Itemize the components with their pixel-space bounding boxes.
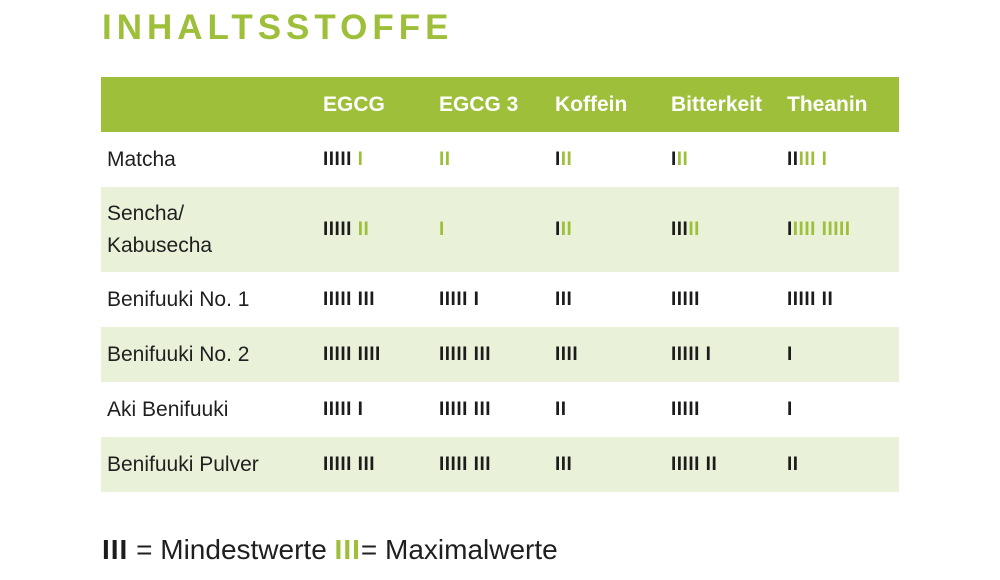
- tally-cell: III: [553, 289, 669, 311]
- tally-cell: IIIII: [669, 289, 785, 311]
- header-theanin: Theanin: [787, 92, 868, 116]
- tally-max-marks: III I: [798, 148, 828, 170]
- tally-min-marks: IIIII I: [439, 288, 480, 310]
- row-label: Aki Benifuuki: [107, 397, 229, 421]
- tally-cell: III: [553, 149, 669, 171]
- tally-cell: III: [669, 149, 785, 171]
- tally-min-marks: IIIII: [671, 288, 700, 310]
- tally-min-marks: IIIII III: [439, 343, 492, 365]
- tally-min-marks: II: [787, 148, 799, 170]
- tally-min-marks: IIIII II: [787, 288, 834, 310]
- tally-min-marks: II: [787, 453, 799, 475]
- tally-cell: IIIII I: [321, 149, 437, 171]
- legend-min-label: = Mindestwerte: [128, 534, 335, 565]
- legend-min-bars: III: [102, 534, 129, 565]
- tally-cell: IIIII I: [321, 399, 437, 421]
- tally-min-marks: IIIII II: [671, 453, 718, 475]
- tally-min-marks: I: [555, 148, 561, 170]
- tally-min-marks: I: [671, 148, 677, 170]
- legend-max-label: = Maximalwerte: [360, 534, 558, 565]
- legend-max-bars: III: [334, 534, 361, 565]
- tally-min-marks: IIIII III: [323, 453, 376, 475]
- tally-cell: III: [553, 219, 669, 241]
- tally-cell: IIIII IIIII: [785, 219, 895, 241]
- tally-min-marks: IIIII III: [439, 398, 492, 420]
- tally-cell: IIIII IIII: [321, 344, 437, 366]
- tally-cell: IIIII: [669, 399, 785, 421]
- table-row: Benifuuki No. 2 IIIII IIII IIIII III IIII II…: [101, 327, 899, 382]
- tally-cell: IIIII I: [785, 149, 895, 171]
- page-title: INHALTSSTOFFE: [102, 8, 454, 47]
- header-koffein: Koffein: [555, 92, 628, 116]
- tally-min-marks: III: [671, 218, 689, 240]
- tally-min-marks: I: [787, 398, 793, 420]
- tally-min-marks: IIIII IIII: [323, 343, 381, 365]
- row-label: Benifuuki No. 2: [107, 342, 250, 366]
- tally-min-marks: IIIII I: [671, 343, 712, 365]
- row-label: Matcha: [107, 147, 176, 171]
- tally-max-marks: IIII IIIII: [792, 218, 851, 240]
- table-row: Benifuuki No. 1 IIIII III IIIII I III IIIII I…: [101, 272, 899, 327]
- legend: III = Mindestwerte III= Maximalwerte: [102, 534, 558, 566]
- tally-max-marks: II: [560, 148, 573, 170]
- tally-min-marks: III: [555, 288, 573, 310]
- tally-min-marks: I: [787, 343, 793, 365]
- tally-cell: IIIII I: [437, 289, 553, 311]
- tally-cell: IIIII III: [437, 399, 553, 421]
- row-label: Sencha/ Kabusecha: [107, 201, 213, 257]
- tally-cell: IIIII II: [785, 289, 895, 311]
- header-egcg3: EGCG 3: [439, 92, 519, 116]
- header-bitterkeit: Bitterkeit: [671, 92, 763, 116]
- tally-min-marks: I: [787, 218, 793, 240]
- tally-max-marks: II: [676, 148, 689, 170]
- tally-cell: IIIII III: [321, 454, 437, 476]
- tally-min-marks: IIIII: [323, 148, 352, 170]
- tally-max-marks: I: [439, 218, 445, 240]
- tally-cell: IIIII III: [437, 454, 553, 476]
- tally-min-marks: II: [555, 398, 567, 420]
- tally-cell: IIIII II: [669, 454, 785, 476]
- tally-cell: I: [785, 399, 895, 421]
- table-row: Benifuuki Pulver IIIII III IIIII III III III…: [101, 437, 899, 492]
- tally-cell: III: [553, 454, 669, 476]
- tally-cell: IIIII: [669, 219, 785, 241]
- row-label: Benifuuki Pulver: [107, 452, 259, 476]
- tally-max-marks: I: [351, 148, 364, 170]
- table-row: Aki Benifuuki IIIII I IIIII III II IIIII I: [101, 382, 899, 437]
- tally-cell: IIIII I: [669, 344, 785, 366]
- row-label: Benifuuki No. 1: [107, 287, 250, 311]
- tally-max-marks: II: [439, 148, 451, 170]
- tally-min-marks: IIIII III: [323, 288, 376, 310]
- tally-min-marks: IIIII III: [439, 453, 492, 475]
- tally-cell: I: [785, 344, 895, 366]
- tally-cell: II: [437, 149, 553, 171]
- tally-min-marks: IIIII: [671, 398, 700, 420]
- table-body: Matcha IIIII I II III III IIIII I Sencha/ Kabu…: [101, 132, 899, 492]
- tally-cell: II: [785, 454, 895, 476]
- table-row: Sencha/ Kabusecha IIIII II I III IIIII IIIII …: [101, 187, 899, 272]
- tally-cell: IIIII III: [437, 344, 553, 366]
- table-header-row: EGCG EGCG 3 Koffein Bitterkeit Theanin: [101, 77, 899, 132]
- tally-cell: IIIII II: [321, 219, 437, 241]
- tally-min-marks: IIIII: [323, 218, 358, 240]
- tally-min-marks: III: [555, 453, 573, 475]
- header-egcg: EGCG: [323, 92, 385, 116]
- tally-max-marks: II: [688, 218, 700, 240]
- tally-min-marks: IIII: [555, 343, 579, 365]
- ingredients-table: EGCG EGCG 3 Koffein Bitterkeit Theanin M…: [101, 77, 899, 492]
- tally-min-marks: I: [555, 218, 561, 240]
- tally-cell: I: [437, 219, 553, 241]
- tally-max-marks: II: [357, 218, 370, 240]
- tally-max-marks: II: [560, 218, 573, 240]
- tally-cell: IIIII III: [321, 289, 437, 311]
- table-row: Matcha IIIII I II III III IIIII I: [101, 132, 899, 187]
- tally-cell: IIII: [553, 344, 669, 366]
- tally-cell: II: [553, 399, 669, 421]
- tally-min-marks: IIIII I: [323, 398, 364, 420]
